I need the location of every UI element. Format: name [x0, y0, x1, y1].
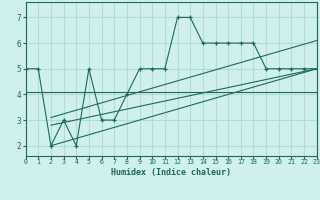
X-axis label: Humidex (Indice chaleur): Humidex (Indice chaleur)	[111, 168, 231, 177]
